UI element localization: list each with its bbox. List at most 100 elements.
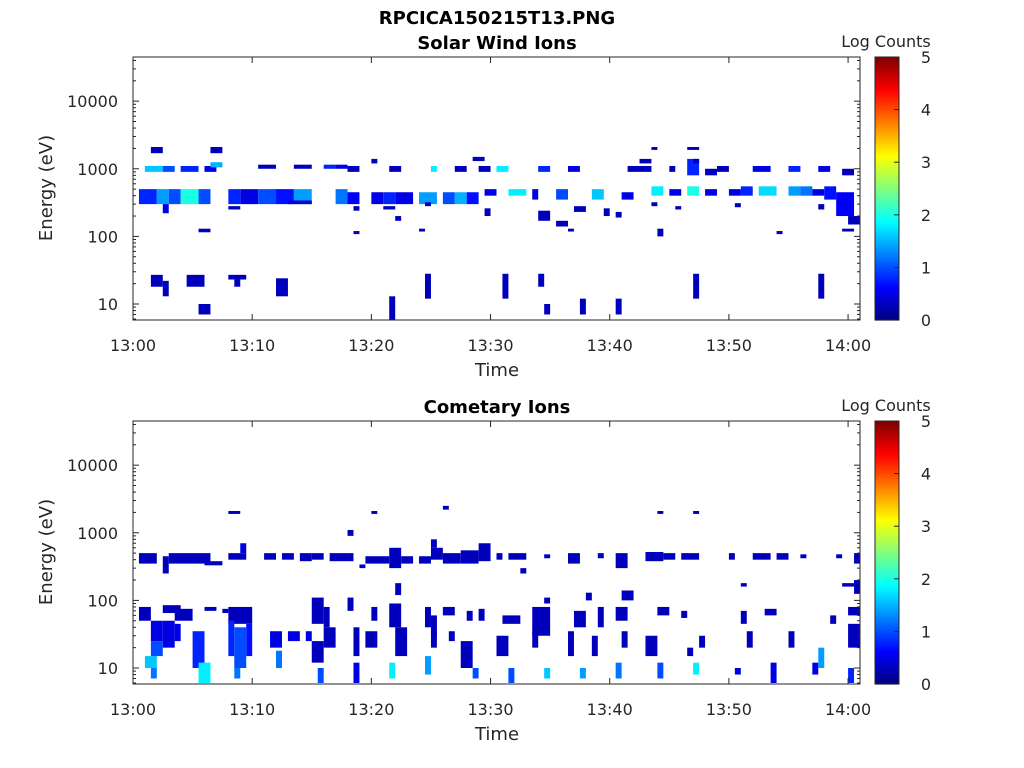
colorbar-segment	[875, 669, 899, 673]
colorbar-segment	[875, 488, 899, 492]
heatmap-cell	[615, 298, 622, 315]
heatmap-cell	[568, 631, 574, 657]
colorbar-segment	[875, 513, 899, 517]
heatmap-cell	[657, 606, 670, 616]
colorbar-segment	[875, 462, 899, 465]
heatmap-cell	[854, 580, 860, 594]
colorbar-segment	[875, 464, 899, 467]
heatmap-cell	[305, 631, 312, 642]
heatmap-cell	[293, 164, 312, 169]
colorbar-segment	[875, 69, 899, 72]
colorbar-segment	[875, 268, 899, 272]
colorbar-segment	[875, 636, 899, 640]
heatmap-cell	[460, 550, 479, 564]
colorbar-segment	[875, 219, 899, 222]
colorbar-segment	[875, 135, 899, 138]
colorbar-segment	[875, 480, 899, 484]
colorbar-segment	[875, 642, 899, 646]
colorbar-segment	[875, 509, 899, 513]
colorbar-segment	[875, 544, 899, 547]
colorbar-segment	[875, 423, 899, 426]
colorbar-segment	[875, 118, 899, 122]
heatmap-cell	[335, 189, 348, 205]
y-tick-label: 10	[98, 659, 118, 678]
heatmap-cell	[645, 551, 664, 562]
x-tick-label: 13:30	[467, 336, 513, 355]
colorbar-tick-label: 0	[921, 311, 931, 330]
cometary-y-ticks: 10 100 1000 10000	[67, 423, 860, 684]
heatmap-cell	[234, 627, 247, 669]
y-tick-label: 1000	[77, 524, 118, 543]
heatmap-cell	[544, 304, 551, 315]
heatmap-cell	[228, 606, 253, 624]
colorbar-segment	[875, 534, 899, 537]
colorbar-segment	[875, 575, 899, 578]
colorbar-segment	[875, 233, 899, 237]
heatmap-cell	[424, 606, 431, 628]
colorbar-segment	[875, 231, 899, 235]
heatmap-cell	[681, 610, 688, 618]
heatmap-cell	[281, 553, 294, 560]
heatmap-cell	[228, 206, 241, 210]
heatmap-cell	[258, 164, 277, 169]
heatmap-cell	[812, 662, 819, 675]
colorbar-segment	[875, 73, 899, 77]
heatmap-cell	[484, 189, 497, 196]
colorbar-segment	[875, 61, 899, 64]
colorbar-segment	[875, 593, 899, 597]
heatmap-cell	[693, 158, 700, 164]
colorbar-segment	[875, 291, 899, 294]
colorbar-frame	[874, 420, 900, 685]
heatmap-cell	[353, 662, 360, 684]
heatmap-cell	[430, 631, 437, 648]
colorbar-segment	[875, 661, 899, 665]
heatmap-cell	[693, 662, 700, 675]
heatmap-cell	[442, 553, 461, 564]
heatmap-cell	[329, 553, 348, 562]
heatmap-cell	[776, 553, 789, 560]
colorbar-segment	[875, 587, 899, 591]
colorbar-segment	[875, 114, 899, 118]
heatmap-cell	[818, 647, 825, 669]
heatmap-cell	[156, 189, 169, 205]
heatmap-cell	[347, 165, 360, 172]
colorbar-segment	[875, 427, 899, 430]
colorbar-segment	[875, 511, 899, 515]
colorbar-segment	[875, 560, 899, 564]
heatmap-cell	[162, 620, 175, 648]
colorbar-segment	[875, 254, 899, 257]
colorbar-segment	[875, 474, 899, 478]
heatmap-cell	[317, 668, 324, 684]
colorbar-segment	[875, 476, 899, 480]
heatmap-cell	[150, 146, 163, 154]
heatmap-cell	[150, 620, 163, 642]
heatmap-cell	[287, 200, 312, 205]
colorbar-segment	[875, 59, 899, 62]
colorbar-segment	[875, 163, 899, 167]
colorbar-segment	[875, 104, 899, 107]
heatmap-cell	[824, 186, 837, 200]
heatmap-cell	[150, 641, 163, 657]
heatmap-cell	[800, 186, 813, 196]
x-tick-label: 13:50	[706, 700, 752, 719]
solar-wind-x-label: Time	[474, 360, 519, 381]
colorbar-segment	[875, 519, 899, 523]
colorbar-segment	[875, 527, 899, 531]
colorbar-segment	[875, 83, 899, 87]
heatmap-cell	[228, 274, 247, 280]
heatmap-cell	[371, 510, 378, 514]
colorbar-segment	[875, 568, 899, 572]
heatmap-cell	[544, 597, 551, 604]
heatmap-cell	[842, 228, 855, 232]
solar-wind-y-label: Energy (eV)	[36, 135, 57, 241]
colorbar-segment	[875, 612, 899, 615]
colorbar-segment	[875, 443, 899, 447]
colorbar-segment	[875, 536, 899, 539]
colorbar-segment	[875, 505, 899, 508]
heatmap-cell	[854, 553, 860, 564]
heatmap-cell	[276, 650, 282, 669]
heatmap-cell	[430, 539, 437, 548]
colorbar-segment	[875, 548, 899, 552]
colorbar-segment	[875, 215, 899, 218]
heatmap-cell	[168, 553, 211, 564]
